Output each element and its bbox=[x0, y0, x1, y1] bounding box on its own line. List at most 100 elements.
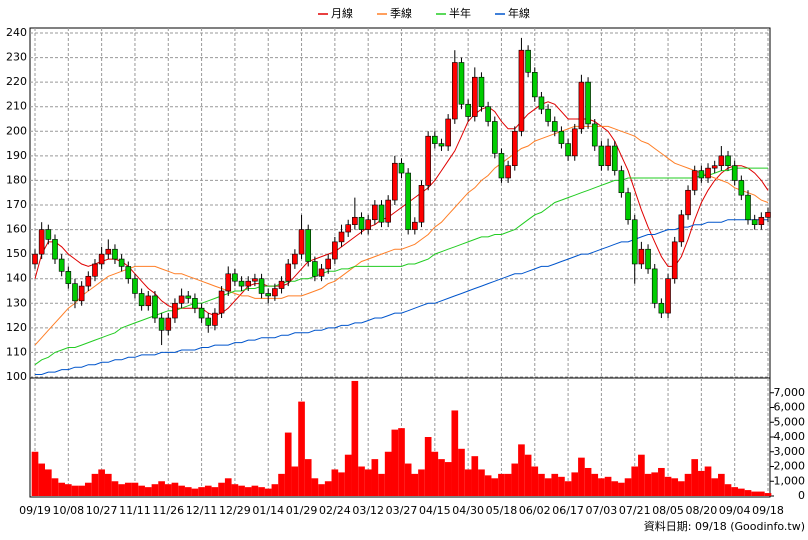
volume-bar bbox=[484, 475, 492, 496]
x-tick-label: 05/18 bbox=[486, 504, 518, 517]
volume-bar bbox=[644, 473, 652, 496]
candle-body bbox=[298, 229, 305, 255]
volume-tick-label: 3,000 bbox=[774, 445, 806, 458]
candle-body bbox=[511, 130, 518, 166]
volume-bar bbox=[131, 482, 139, 496]
candle-body bbox=[585, 81, 591, 125]
volume-bar bbox=[264, 488, 272, 496]
x-tick-label: 08/20 bbox=[686, 504, 718, 517]
candle-body bbox=[72, 283, 78, 302]
volume-tick-label: 7,000 bbox=[774, 386, 806, 399]
candle-body bbox=[545, 108, 551, 122]
volume-bar bbox=[64, 484, 72, 496]
volume-bar bbox=[171, 482, 179, 496]
volume-bar bbox=[464, 469, 472, 496]
candle-body bbox=[325, 258, 332, 270]
candle-body bbox=[258, 278, 265, 294]
y-tick-label: 100 bbox=[6, 370, 27, 383]
x-tick-label: 08/05 bbox=[652, 504, 684, 517]
volume-bar bbox=[344, 454, 352, 496]
volume-bar bbox=[584, 467, 592, 496]
candle-body bbox=[385, 199, 391, 223]
x-tick-label: 02/24 bbox=[319, 504, 351, 517]
volume-bar bbox=[78, 485, 85, 496]
candle-body bbox=[578, 81, 585, 130]
candle-body bbox=[671, 241, 678, 280]
x-tick-label: 09/19 bbox=[19, 504, 51, 517]
candle-body bbox=[665, 278, 671, 314]
legend-label: 季線 bbox=[390, 6, 412, 20]
candle-body bbox=[198, 307, 205, 319]
x-tick-label: 06/02 bbox=[519, 504, 551, 517]
candle-body bbox=[605, 145, 611, 166]
volume-bar bbox=[71, 485, 79, 496]
candle-body bbox=[432, 135, 438, 144]
volume-tick-label: 6,000 bbox=[774, 401, 806, 414]
candle-body bbox=[65, 271, 72, 284]
candle-body bbox=[638, 248, 645, 265]
candle-body bbox=[265, 293, 272, 297]
candle-body bbox=[551, 121, 558, 132]
candle-body bbox=[358, 216, 365, 230]
volume-bar bbox=[671, 478, 679, 496]
volume-bar bbox=[571, 472, 579, 496]
candle-body bbox=[418, 185, 425, 223]
volume-bar bbox=[511, 463, 519, 496]
candle-body bbox=[538, 96, 545, 110]
y-tick-label: 230 bbox=[6, 51, 27, 64]
x-tick-label: 01/29 bbox=[286, 504, 318, 517]
candle-body bbox=[52, 239, 58, 260]
y-tick-label: 210 bbox=[6, 100, 27, 113]
volume-bar bbox=[551, 473, 559, 496]
candle-body bbox=[278, 280, 285, 289]
volume-bar bbox=[524, 454, 532, 496]
volume-bar bbox=[211, 487, 219, 496]
y-tick-label: 190 bbox=[6, 149, 27, 162]
volume-bar bbox=[638, 454, 645, 496]
candle-body bbox=[338, 231, 345, 243]
volume-bar bbox=[291, 466, 299, 496]
volume-bar bbox=[738, 488, 745, 496]
candle-body bbox=[698, 170, 705, 179]
candle-body bbox=[398, 162, 405, 174]
candle-body bbox=[85, 275, 92, 287]
y-tick-label: 200 bbox=[6, 124, 27, 137]
candle-body bbox=[645, 248, 651, 270]
volume-bar bbox=[258, 487, 265, 496]
volume-bar bbox=[351, 380, 359, 496]
y-tick-label: 180 bbox=[6, 173, 27, 186]
x-tick-label: 09/18 bbox=[752, 504, 784, 517]
volume-bar bbox=[38, 463, 45, 496]
volume-bar bbox=[164, 484, 172, 496]
candle-body bbox=[725, 155, 731, 166]
x-tick-label: 04/30 bbox=[452, 504, 484, 517]
volume-bar bbox=[678, 481, 685, 496]
volume-bar bbox=[491, 478, 499, 496]
candle-body bbox=[152, 295, 158, 319]
volume-bar bbox=[624, 478, 632, 496]
candle-body bbox=[505, 165, 511, 179]
candle-body bbox=[425, 135, 431, 186]
volume-bar bbox=[378, 473, 385, 496]
volume-bar bbox=[284, 432, 292, 496]
candle-body bbox=[245, 280, 252, 287]
candle-body bbox=[738, 180, 745, 196]
candle-body bbox=[58, 258, 65, 272]
volume-bar bbox=[411, 473, 419, 496]
volume-bar bbox=[444, 462, 452, 496]
volume-bar bbox=[278, 473, 285, 496]
volume-bar bbox=[31, 451, 39, 496]
y-tick-label: 110 bbox=[6, 345, 27, 358]
legend-label: 月線 bbox=[331, 6, 353, 20]
volume-bar bbox=[404, 463, 412, 496]
candle-body bbox=[185, 295, 192, 299]
candle-body bbox=[711, 165, 718, 169]
candle-body bbox=[452, 62, 458, 120]
x-tick-label: 03/12 bbox=[352, 504, 384, 517]
x-tick-label: 03/27 bbox=[386, 504, 418, 517]
x-tick-label: 11/26 bbox=[152, 504, 184, 517]
candle-body bbox=[252, 278, 258, 282]
volume-bar bbox=[338, 472, 345, 496]
volume-bar bbox=[51, 478, 59, 496]
candle-body bbox=[465, 103, 471, 117]
